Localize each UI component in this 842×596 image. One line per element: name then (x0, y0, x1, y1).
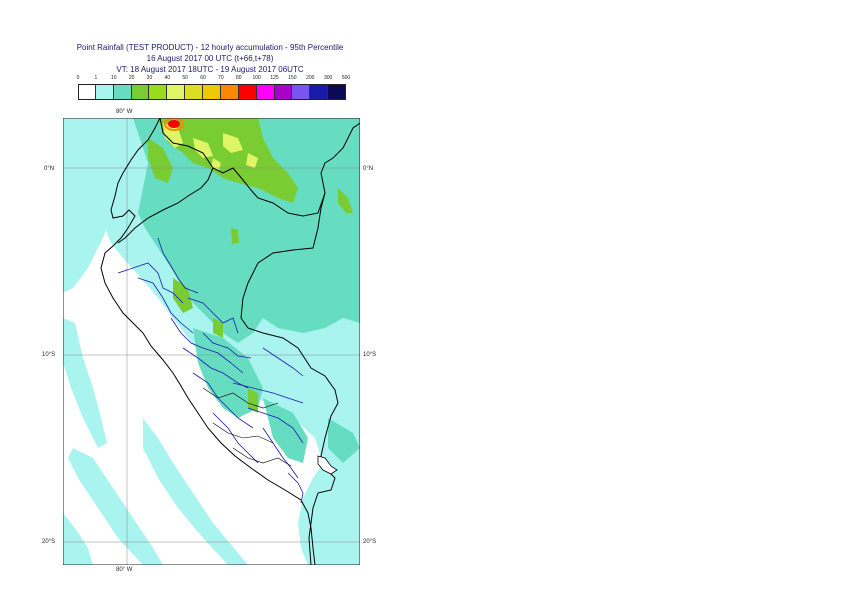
legend-swatch (310, 84, 329, 100)
legend-threshold-label: 40 (164, 75, 171, 81)
lon-label-top: 80° W (116, 109, 133, 115)
lake-titicaca (317, 455, 338, 475)
legend-swatch (274, 84, 293, 100)
legend-threshold-label: 80 (236, 75, 242, 81)
legend-swatch (149, 84, 168, 100)
legend-threshold-label: 60 (200, 75, 206, 81)
legend-swatch (203, 84, 221, 100)
lat-lon-grid (63, 118, 360, 565)
lat-label-right-20s: 20°S (363, 539, 377, 545)
legend-threshold-label: 30 (146, 75, 153, 81)
legend-swatch (238, 84, 257, 100)
legend-threshold-label: 200 (306, 75, 315, 81)
legend-swatch (78, 84, 96, 100)
national-border-ecuador (117, 167, 214, 244)
legend-swatch (185, 84, 204, 100)
legend-threshold-label: 1 (94, 75, 98, 81)
rain-max-hotspot (168, 120, 180, 128)
legend-swatch (328, 84, 346, 100)
legend-threshold-label: 150 (288, 75, 297, 81)
rainfall-map (63, 118, 360, 565)
national-border-east (240, 192, 339, 565)
district-boundaries (202, 387, 292, 467)
legend-threshold-label: 50 (182, 75, 188, 81)
national-border-north (159, 118, 360, 217)
legend-threshold-label: 10 (110, 75, 117, 81)
regional-boundaries (117, 237, 304, 504)
lat-label-right-0: 0°N (363, 166, 374, 172)
rain-20-40 (148, 118, 353, 413)
legend-threshold-label: 0 (76, 75, 80, 81)
legend-threshold-label: 70 (218, 75, 224, 81)
legend-threshold-label: 20 (128, 75, 135, 81)
offshore-rain-band (63, 118, 248, 565)
legend-swatch (256, 84, 275, 100)
rain-hotspot-ring (164, 118, 184, 131)
validity-time: VT: 18 August 2017 18UTC - 19 August 201… (116, 65, 304, 74)
legend-threshold-label: 100 (252, 75, 261, 81)
legend-swatch (113, 84, 132, 100)
legend-swatch (131, 84, 150, 100)
legend-threshold-label: 125 (270, 75, 279, 81)
legend-swatch (220, 84, 239, 100)
lon-label-bottom: 80° W (116, 567, 133, 573)
legend-threshold-label: 300 (323, 75, 333, 81)
land-rain-moderate (133, 118, 360, 343)
lat-label-left-0: 0°N (44, 166, 55, 172)
legend-swatch (292, 84, 311, 100)
map-title: Point Rainfall (TEST PRODUCT) - 12 hourl… (76, 43, 344, 52)
coastline (100, 118, 316, 565)
legend-threshold-label: 500 (341, 75, 351, 81)
lat-label-right-10s: 10°S (363, 352, 377, 358)
legend-swatch (167, 84, 186, 100)
legend-swatch (95, 84, 114, 100)
forecast-base-time: 16 August 2017 00 UTC (t+66,t+78) (146, 54, 274, 63)
lat-label-left-20s: 20°S (42, 539, 56, 545)
lat-label-left-10s: 10°S (42, 352, 56, 358)
